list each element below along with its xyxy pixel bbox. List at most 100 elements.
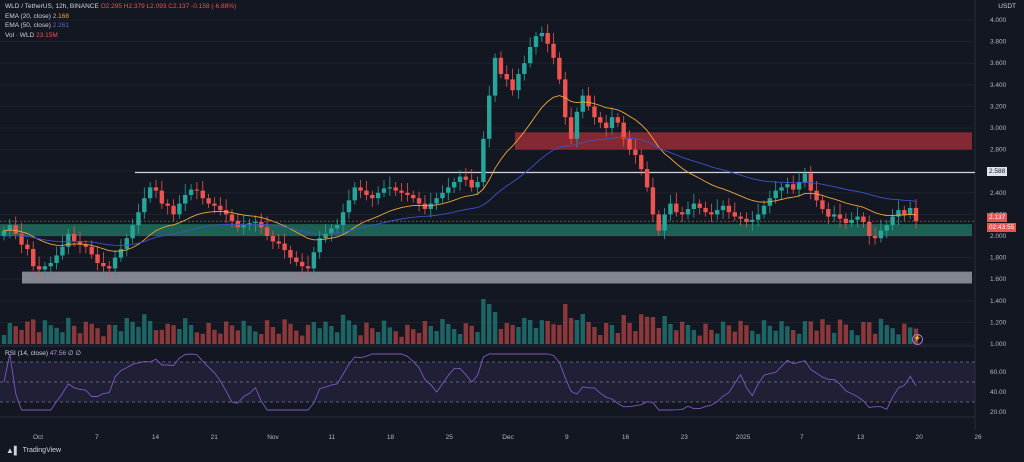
x-tick-label: Oct (33, 434, 43, 441)
y-tick-label: 4.000 (990, 17, 1007, 24)
volume-bar (200, 333, 205, 344)
volume-bar (867, 322, 872, 344)
candle-body (229, 214, 235, 221)
volume-bar (7, 323, 13, 344)
volume-bar (691, 330, 697, 344)
candle-body (19, 233, 24, 245)
candle-body (732, 212, 737, 217)
candle-body (831, 214, 837, 217)
volume-bar (568, 318, 574, 344)
volume-bar (603, 323, 609, 344)
volume-bar (516, 327, 521, 344)
candle-body (48, 263, 53, 267)
candle-body (399, 190, 404, 193)
candle-body (715, 210, 720, 215)
volume-bar (884, 325, 889, 344)
x-tick-label: 7 (95, 434, 99, 441)
volume-bar (685, 325, 691, 344)
volume-bar (428, 326, 433, 344)
candle-body (814, 190, 819, 201)
volume-bar (779, 321, 784, 344)
volume-bar (107, 324, 112, 344)
candle-body (586, 95, 591, 107)
tv-logo-text: TradingView (22, 447, 62, 454)
candle-body (387, 187, 393, 189)
volume-bar (440, 319, 445, 344)
candle-body (802, 173, 808, 182)
x-tick-label: 14 (152, 434, 160, 441)
volume-bar (639, 314, 644, 344)
candle-body (662, 214, 667, 231)
candle-body (674, 203, 679, 213)
candle-body (463, 176, 469, 180)
candle-body (504, 74, 509, 80)
volume-bar (796, 333, 802, 344)
volume-bar (48, 325, 53, 344)
ema50-value: 2.261 (52, 22, 69, 29)
lightning-icon[interactable]: ⚡ (912, 334, 923, 345)
ohlc-change: -0.158 (-6.88%) (191, 3, 237, 10)
volume-bar (814, 330, 819, 344)
candle-body (136, 212, 141, 226)
volume-bar (644, 316, 650, 344)
x-tick-label: 18 (387, 434, 395, 441)
volume-bar (668, 324, 673, 344)
candle-body (907, 207, 913, 215)
volume-bar (627, 323, 632, 344)
candle-body (738, 216, 743, 219)
candle-body (656, 214, 661, 231)
candle-body (896, 210, 901, 217)
volume-bar (557, 325, 562, 344)
symbol-title[interactable]: WLD / TetherUS, 12h, BINANCE (5, 3, 99, 10)
candle-body (95, 254, 100, 263)
candle-body (685, 209, 691, 215)
x-tick-label: 9 (565, 434, 569, 441)
rsi-label[interactable]: RSI (14, close) (5, 350, 48, 357)
volume-bar (206, 323, 211, 344)
y-tick-label: 1.400 (990, 298, 1007, 305)
volume-bar (253, 331, 258, 344)
volume-bar (820, 319, 825, 344)
volume-bar (498, 329, 504, 344)
volume-bar (621, 315, 626, 344)
vol-label[interactable]: Vol · WLD (5, 31, 35, 39)
volume-bar (124, 318, 129, 344)
volume-bar (335, 332, 340, 344)
rsi-tick-label: 40.00 (990, 389, 1007, 396)
candle-body (837, 214, 843, 219)
candle-body (679, 212, 685, 215)
candle-body (171, 205, 176, 215)
candle-body (13, 225, 18, 234)
volume-bar (598, 335, 603, 344)
y-tick-label: 1.200 (990, 319, 1007, 326)
volume-bar (416, 333, 422, 344)
ema50-label[interactable]: EMA (50, close) (5, 22, 51, 29)
candle-body (791, 184, 796, 190)
rsi-legend: RSI (14, close) 47.56 ∅ ∅ (5, 349, 81, 357)
candle-body (130, 225, 135, 239)
volume-bar (171, 325, 176, 344)
candle-body (446, 187, 451, 193)
candle-body (615, 117, 621, 123)
candle-body (545, 32, 550, 44)
volume-bar (446, 324, 451, 344)
volume-bar (878, 318, 884, 344)
candle-body (849, 219, 854, 224)
candle-body (639, 155, 644, 170)
volume-bar (750, 330, 755, 344)
candle-body (843, 218, 849, 224)
volume-bar (364, 322, 369, 344)
volume-bar (83, 321, 89, 344)
candle-body (428, 203, 433, 209)
volume-bar (457, 334, 463, 344)
currency-label[interactable]: USDT (998, 3, 1016, 10)
volume-bar (305, 324, 311, 344)
candle-body (633, 149, 638, 155)
ema20-label[interactable]: EMA (20, close) (5, 12, 51, 20)
volume-bar (422, 321, 428, 344)
y-tick-label: 3.800 (990, 39, 1007, 46)
volume-bar (340, 314, 346, 344)
tradingview-logo[interactable]: ▲▌ TradingView (6, 446, 61, 455)
candle-body (574, 111, 580, 139)
